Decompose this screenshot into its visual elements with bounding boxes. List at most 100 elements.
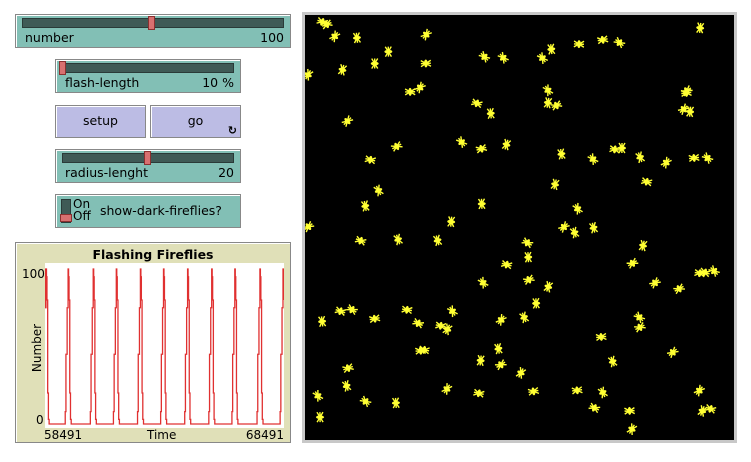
firefly (694, 269, 706, 278)
firefly (373, 184, 384, 197)
x-max-label: 68491 (245, 428, 284, 442)
slider-label: radius-lenght (65, 165, 148, 180)
firefly (617, 142, 626, 154)
firefly (527, 386, 540, 396)
firefly (476, 354, 485, 367)
firefly (708, 265, 720, 277)
firefly (595, 332, 607, 341)
firefly (473, 388, 485, 398)
firefly (370, 58, 379, 69)
firefly (495, 314, 507, 326)
firefly (673, 283, 685, 295)
firefly (588, 221, 599, 234)
firefly (418, 345, 430, 355)
y-axis-label: Number (30, 323, 45, 373)
firefly (478, 50, 491, 63)
setup-button[interactable]: setup (55, 105, 146, 138)
firefly (316, 411, 325, 423)
slider-value: 10 % (202, 75, 234, 90)
show-dark-fireflies-switch[interactable]: On Off show-dark-fireflies? (55, 194, 241, 228)
firefly (352, 32, 362, 44)
firefly (302, 221, 315, 233)
firefly (536, 52, 549, 64)
firefly (693, 384, 706, 397)
firefly (515, 367, 527, 379)
firefly (569, 226, 580, 239)
firefly (696, 22, 705, 34)
slider-value: 100 (260, 30, 284, 45)
firefly (688, 153, 700, 163)
firefly (500, 259, 513, 270)
slider-handle[interactable] (59, 61, 66, 75)
firefly (640, 177, 653, 187)
forever-loop-icon: ↻ (227, 124, 237, 137)
firefly (666, 346, 679, 359)
firefly (312, 389, 324, 402)
x-min-label: 58491 (44, 428, 83, 442)
firefly (390, 141, 403, 152)
firefly (543, 280, 554, 293)
x-axis-label: Time (147, 428, 177, 442)
switch-track[interactable] (61, 199, 71, 223)
firefly (649, 277, 661, 289)
firefly (412, 317, 425, 329)
firefly (524, 251, 533, 263)
firefly (588, 402, 601, 414)
firefly (393, 233, 404, 246)
firefly (364, 155, 377, 165)
firefly (471, 98, 483, 109)
number-slider[interactable]: number 100 (15, 14, 291, 48)
firefly (557, 148, 566, 160)
firefly (624, 406, 636, 415)
go-label: go (187, 113, 204, 128)
firefly (704, 404, 717, 414)
firefly (607, 355, 618, 368)
firefly (542, 84, 554, 97)
firefly (435, 321, 447, 331)
firefly (342, 363, 354, 374)
firefly (359, 395, 372, 408)
firefly (697, 405, 708, 417)
go-button[interactable]: go ↻ (150, 105, 241, 138)
firefly (401, 305, 413, 315)
switch-label: show-dark-fireflies? (100, 203, 222, 218)
firefly (329, 30, 341, 43)
firefly (494, 342, 503, 355)
firefly (404, 87, 416, 96)
slider-value: 20 (218, 165, 234, 180)
firefly (613, 36, 626, 49)
firefly (442, 323, 453, 336)
firefly (501, 138, 512, 151)
firefly (522, 274, 535, 285)
firefly (701, 152, 714, 164)
firefly (341, 380, 352, 392)
firefly (384, 46, 393, 58)
switch-handle[interactable] (60, 214, 72, 222)
firefly (334, 306, 347, 316)
radius-lenght-slider[interactable]: radius-lenght 20 (55, 149, 241, 183)
firefly (635, 151, 646, 164)
firefly (543, 97, 553, 109)
firefly (354, 235, 367, 246)
firefly (597, 386, 608, 399)
firefly (337, 63, 348, 76)
slider-track[interactable] (62, 63, 234, 73)
plot-area (45, 263, 284, 428)
plot-title: Flashing Fireflies (92, 247, 214, 262)
world-canvas[interactable] (302, 15, 734, 440)
world-view[interactable] (302, 12, 737, 443)
slider-handle[interactable] (144, 151, 151, 165)
firefly (686, 106, 695, 118)
slider-handle[interactable] (148, 16, 155, 30)
firefly (341, 115, 354, 127)
firefly (441, 383, 453, 395)
firefly (486, 107, 495, 120)
firefly (550, 178, 560, 191)
firefly (532, 297, 541, 309)
firefly (677, 103, 690, 115)
firefly (596, 35, 609, 45)
switch-on-label: On (73, 197, 91, 211)
switch-off-label: Off (73, 209, 91, 223)
firefly (420, 28, 433, 41)
flash-length-slider[interactable]: flash-length 10 % (55, 59, 241, 93)
